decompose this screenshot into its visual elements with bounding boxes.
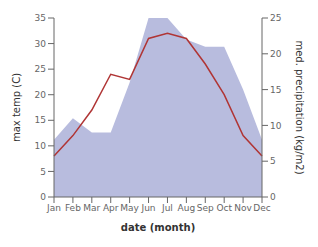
svg-text:15: 15	[35, 115, 46, 125]
svg-text:Feb: Feb	[65, 203, 81, 213]
svg-text:Sep: Sep	[197, 203, 214, 213]
svg-text:5: 5	[270, 156, 276, 166]
svg-text:Nov: Nov	[234, 203, 252, 213]
svg-text:20: 20	[270, 49, 282, 59]
svg-text:Dec: Dec	[253, 203, 270, 213]
svg-text:Jul: Jul	[161, 203, 173, 213]
svg-text:15: 15	[270, 85, 281, 95]
svg-text:5: 5	[40, 167, 46, 177]
svg-text:max temp (C): max temp (C)	[11, 73, 22, 142]
svg-text:35: 35	[35, 13, 46, 23]
svg-text:10: 10	[270, 121, 282, 131]
svg-text:May: May	[120, 203, 139, 213]
svg-text:Apr: Apr	[103, 203, 119, 213]
svg-text:25: 25	[270, 13, 281, 23]
svg-text:0: 0	[40, 192, 46, 202]
svg-text:Jan: Jan	[46, 203, 61, 213]
svg-text:20: 20	[35, 90, 47, 100]
svg-text:25: 25	[35, 64, 46, 74]
svg-text:30: 30	[35, 39, 47, 49]
svg-text:Aug: Aug	[178, 203, 196, 213]
svg-text:date (month): date (month)	[121, 222, 195, 233]
svg-text:0: 0	[270, 192, 276, 202]
svg-text:Mar: Mar	[83, 203, 100, 213]
svg-text:med. precipitation (kg/m2): med. precipitation (kg/m2)	[294, 40, 305, 174]
svg-text:Oct: Oct	[216, 203, 232, 213]
svg-text:10: 10	[35, 141, 47, 151]
svg-text:Jun: Jun	[141, 203, 156, 213]
